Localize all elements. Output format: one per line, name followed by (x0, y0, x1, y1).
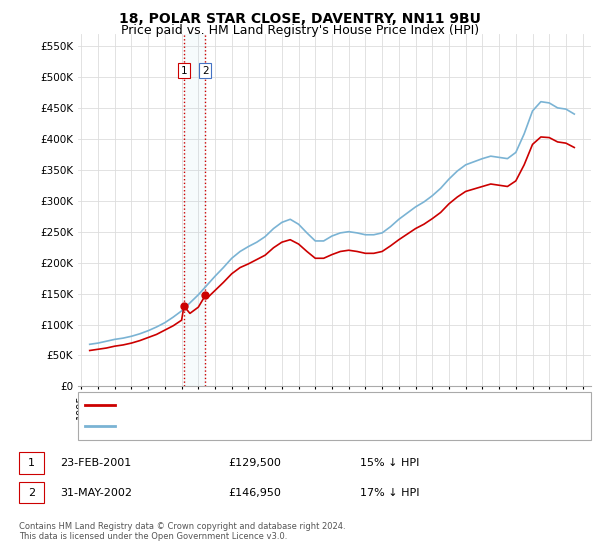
Text: 1: 1 (28, 458, 35, 468)
Text: 1: 1 (181, 66, 187, 76)
Text: 31-MAY-2002: 31-MAY-2002 (60, 488, 132, 498)
Text: 18, POLAR STAR CLOSE, DAVENTRY, NN11 9BU: 18, POLAR STAR CLOSE, DAVENTRY, NN11 9BU (119, 12, 481, 26)
Text: 2: 2 (28, 488, 35, 498)
Text: 18, POLAR STAR CLOSE, DAVENTRY, NN11 9BU (detached house): 18, POLAR STAR CLOSE, DAVENTRY, NN11 9BU… (121, 400, 439, 410)
Text: £129,500: £129,500 (228, 458, 281, 468)
Text: £146,950: £146,950 (228, 488, 281, 498)
Text: 15% ↓ HPI: 15% ↓ HPI (360, 458, 419, 468)
Bar (184, 34, 205, 386)
Text: Contains HM Land Registry data © Crown copyright and database right 2024.
This d: Contains HM Land Registry data © Crown c… (19, 522, 346, 542)
Text: Price paid vs. HM Land Registry's House Price Index (HPI): Price paid vs. HM Land Registry's House … (121, 24, 479, 36)
Text: 17% ↓ HPI: 17% ↓ HPI (360, 488, 419, 498)
Text: HPI: Average price, detached house, West Northamptonshire: HPI: Average price, detached house, West… (121, 421, 418, 431)
Text: 23-FEB-2001: 23-FEB-2001 (60, 458, 131, 468)
Text: 2: 2 (202, 66, 209, 76)
